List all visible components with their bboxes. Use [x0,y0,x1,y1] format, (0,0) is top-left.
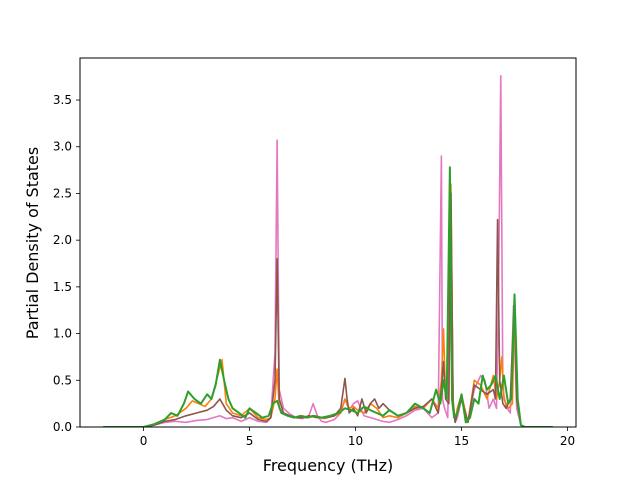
y-tick-label: 2.0 [53,233,72,247]
x-axis-label: Frequency (THz) [263,456,393,475]
y-tick-label: 0.5 [53,373,72,387]
y-axis-label: Partial Density of States [23,147,42,339]
y-tick-label: 2.5 [53,186,72,200]
y-axis-ticks: 0.0 0.5 1.0 1.5 2.0 2.5 3.0 3.5 [53,93,80,434]
y-tick-label: 1.0 [53,327,72,341]
x-tick-label: 0 [140,434,148,448]
axes-frame [79,57,577,428]
series-line-4 [103,166,553,427]
x-tick-label: 5 [246,434,254,448]
x-tick-label: 10 [348,434,363,448]
y-tick-label: 1.5 [53,280,72,294]
x-tick-label: 15 [454,434,469,448]
y-tick-label: 0.0 [53,420,72,434]
x-tick-label: 20 [560,434,575,448]
series-line-1 [103,74,553,427]
plot-lines [103,74,553,427]
x-axis-ticks: 0 5 10 15 20 [140,427,575,448]
y-tick-label: 3.5 [53,93,72,107]
series-line-3 [103,192,553,427]
y-tick-label: 3.0 [53,140,72,154]
